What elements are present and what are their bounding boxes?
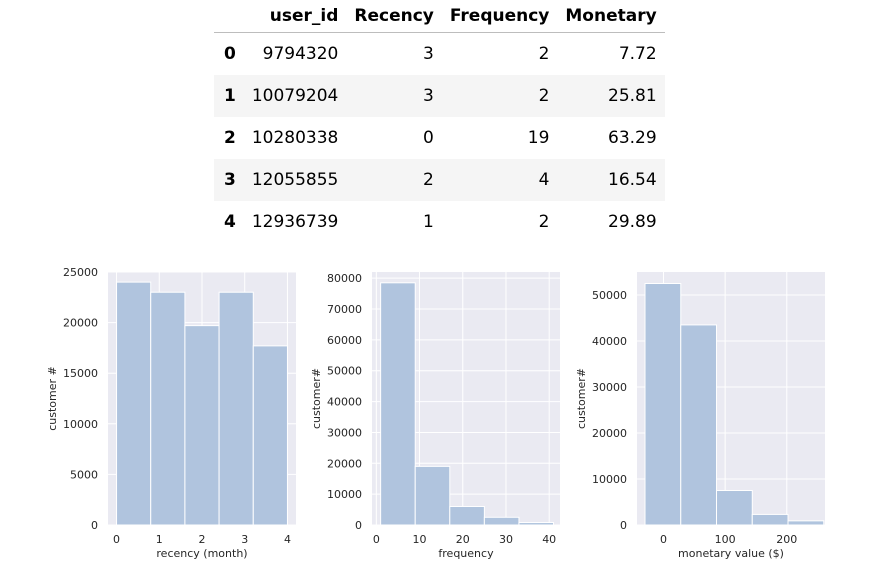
chart3-y-tick-label: 50000 bbox=[592, 289, 627, 302]
chart3-bar bbox=[787, 520, 825, 526]
chart2-x-tick-label: 10 bbox=[413, 533, 427, 546]
table-header-row: user_id Recency Frequency Monetary bbox=[214, 0, 665, 33]
chart2-bar bbox=[414, 465, 451, 526]
chart1-bar bbox=[116, 281, 152, 526]
cell-recency: 0 bbox=[423, 128, 434, 148]
column-header-frequency: Frequency bbox=[449, 6, 550, 26]
chart1-bar bbox=[252, 345, 288, 526]
chart3-x-tick-label: 200 bbox=[776, 533, 797, 546]
row-index: 0 bbox=[224, 44, 236, 64]
chart1-x-tick-label: 2 bbox=[199, 533, 206, 546]
chart1-y-axis-label: customer # bbox=[46, 366, 59, 431]
chart1-x-tick-label: 3 bbox=[241, 533, 248, 546]
chart2-y-tick-label: 0 bbox=[355, 519, 362, 532]
row-index: 4 bbox=[224, 212, 236, 232]
cell-frequency: 2 bbox=[538, 44, 550, 64]
chart1-x-axis-label: recency (month) bbox=[156, 547, 247, 560]
chart1-x-tick-label: 4 bbox=[284, 533, 291, 546]
dataframe-table: user_id Recency Frequency Monetary 0 979… bbox=[214, 0, 665, 243]
chart2-bar bbox=[380, 282, 416, 526]
chart2-x-tick-label: 0 bbox=[373, 533, 380, 546]
cell-user-id: 10079204 bbox=[251, 86, 339, 106]
chart1-y-tick-label: 20000 bbox=[63, 317, 98, 330]
chart3-y-axis-label: customer# bbox=[575, 368, 588, 429]
column-header-recency: Recency bbox=[354, 6, 434, 26]
row-index: 1 bbox=[224, 86, 236, 106]
chart3-bar bbox=[716, 490, 753, 526]
cell-frequency: 19 bbox=[527, 128, 550, 148]
chart2-x-axis-label: frequency bbox=[438, 547, 494, 560]
chart1-x-tick-label: 1 bbox=[156, 533, 163, 546]
chart2-x-tick-label: 20 bbox=[456, 533, 470, 546]
chart1-y-tick-label: 25000 bbox=[63, 266, 98, 279]
chart2-y-tick-label: 40000 bbox=[327, 396, 362, 409]
row-index: 2 bbox=[224, 128, 236, 148]
cell-recency: 3 bbox=[423, 86, 434, 106]
chart3-x-axis-label: monetary value ($) bbox=[678, 547, 784, 560]
cell-monetary: 7.72 bbox=[618, 44, 657, 64]
chart1-y-tick-label: 15000 bbox=[63, 367, 98, 380]
chart3-bar bbox=[680, 324, 718, 526]
cell-monetary: 25.81 bbox=[608, 86, 657, 106]
chart2-x-tick-label: 40 bbox=[542, 533, 556, 546]
chart2-bar bbox=[483, 516, 520, 526]
cell-monetary: 16.54 bbox=[608, 170, 657, 190]
chart2-y-tick-label: 80000 bbox=[327, 272, 362, 285]
chart2-y-tick-label: 20000 bbox=[327, 457, 362, 470]
cell-user-id: 12055855 bbox=[251, 170, 339, 190]
chart3-y-tick-label: 0 bbox=[620, 519, 627, 532]
chart2-bar bbox=[518, 522, 555, 526]
chart2-y-tick-label: 50000 bbox=[327, 365, 362, 378]
cell-monetary: 63.29 bbox=[608, 128, 657, 148]
cell-frequency: 2 bbox=[538, 86, 550, 106]
chart1-x-tick-label: 0 bbox=[113, 533, 120, 546]
chart1-bar bbox=[150, 291, 186, 526]
chart3-y-tick-label: 10000 bbox=[592, 473, 627, 486]
chart2-bar bbox=[449, 505, 485, 526]
chart1-y-tick-label: 10000 bbox=[63, 418, 98, 431]
chart3-bar bbox=[644, 283, 682, 526]
chart1-y-tick-label: 0 bbox=[91, 519, 98, 532]
chart1-y-tick-label: 5000 bbox=[70, 468, 98, 481]
chart2-x-tick-label: 30 bbox=[499, 533, 513, 546]
chart3-bar bbox=[751, 513, 789, 526]
column-header-monetary: Monetary bbox=[565, 6, 657, 26]
table-row: 1 10079204 3 2 25.81 bbox=[214, 75, 665, 117]
row-index: 3 bbox=[224, 170, 236, 190]
chart2-y-axis-label: customer# bbox=[310, 368, 323, 429]
chart1-bar bbox=[184, 325, 220, 526]
cell-monetary: 29.89 bbox=[608, 212, 657, 232]
table-row: 3 12055855 2 4 16.54 bbox=[214, 159, 665, 201]
cell-user-id: 12936739 bbox=[251, 212, 339, 232]
chart2-y-tick-label: 70000 bbox=[327, 303, 362, 316]
index-header bbox=[214, 0, 244, 33]
chart1-bar bbox=[218, 291, 254, 526]
column-header-user-id: user_id bbox=[269, 6, 339, 26]
table-row: 4 12936739 1 2 29.89 bbox=[214, 201, 665, 243]
chart3-x-tick-label: 100 bbox=[715, 533, 736, 546]
table-row: 2 10280338 0 19 63.29 bbox=[214, 117, 665, 159]
cell-recency: 3 bbox=[423, 44, 434, 64]
chart3-y-tick-label: 30000 bbox=[592, 381, 627, 394]
chart3-y-tick-label: 20000 bbox=[592, 427, 627, 440]
cell-recency: 2 bbox=[423, 170, 434, 190]
chart3-y-tick-label: 40000 bbox=[592, 335, 627, 348]
chart2-y-tick-label: 10000 bbox=[327, 488, 362, 501]
chart2-y-tick-label: 60000 bbox=[327, 334, 362, 347]
chart2-y-tick-label: 30000 bbox=[327, 426, 362, 439]
cell-recency: 1 bbox=[423, 212, 434, 232]
cell-frequency: 2 bbox=[538, 212, 550, 232]
cell-frequency: 4 bbox=[538, 170, 550, 190]
cell-user-id: 9794320 bbox=[262, 44, 339, 64]
table-row: 0 9794320 3 2 7.72 bbox=[214, 33, 665, 76]
chart3-x-tick-label: 0 bbox=[660, 533, 667, 546]
cell-user-id: 10280338 bbox=[251, 128, 339, 148]
